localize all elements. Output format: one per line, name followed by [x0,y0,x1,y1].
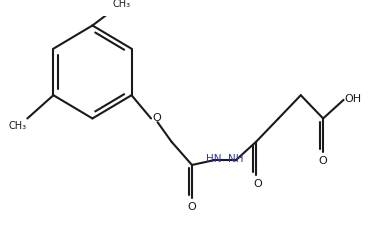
Text: O: O [152,113,161,123]
Text: O: O [254,179,262,189]
Text: CH₃: CH₃ [113,0,131,9]
Text: O: O [319,156,328,166]
Text: OH: OH [344,94,362,104]
Text: CH₃: CH₃ [8,121,26,131]
Text: NH: NH [228,154,244,164]
Text: O: O [188,202,197,212]
Text: HN: HN [206,154,221,164]
